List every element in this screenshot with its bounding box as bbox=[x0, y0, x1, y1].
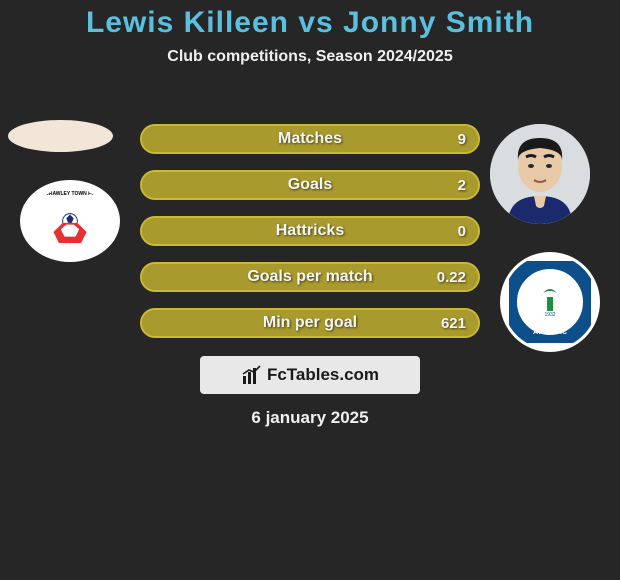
watermark: FcTables.com bbox=[200, 356, 420, 394]
watermark-text: FcTables.com bbox=[267, 365, 379, 385]
comparison-title: Lewis Killeen vs Jonny Smith bbox=[0, 0, 620, 40]
player-left-avatar bbox=[8, 120, 113, 152]
svg-text:ATHLETIC: ATHLETIC bbox=[533, 329, 567, 336]
club-left-badge: CRAWLEY TOWN FC RED DEVILS bbox=[20, 180, 120, 262]
club-right-badge: WIGAN ATHLETIC 1932 bbox=[500, 252, 600, 352]
stat-row: Goals per match0.22 bbox=[140, 262, 480, 292]
svg-text:WIGAN: WIGAN bbox=[536, 271, 564, 280]
stat-right-value: 2 bbox=[458, 172, 466, 198]
stat-row: Hattricks0 bbox=[140, 216, 480, 246]
chart-icon bbox=[241, 364, 263, 386]
club-right-crest: WIGAN ATHLETIC 1932 bbox=[509, 261, 591, 343]
stat-right-value: 0 bbox=[458, 218, 466, 244]
comparison-date: 6 january 2025 bbox=[0, 408, 620, 428]
stat-label: Goals per match bbox=[142, 264, 478, 290]
stat-row: Goals2 bbox=[140, 170, 480, 200]
stat-right-value: 9 bbox=[458, 126, 466, 152]
stat-row: Matches9 bbox=[140, 124, 480, 154]
stat-right-value: 0.22 bbox=[437, 264, 466, 290]
player-right-avatar bbox=[490, 124, 590, 224]
comparison-subtitle: Club competitions, Season 2024/2025 bbox=[0, 48, 620, 66]
stat-label: Goals bbox=[142, 172, 478, 198]
stat-right-value: 621 bbox=[441, 310, 466, 336]
stat-label: Matches bbox=[142, 126, 478, 152]
club-left-bottom-text: RED DEVILS bbox=[35, 244, 105, 249]
stats-container: Matches9Goals2Hattricks0Goals per match0… bbox=[140, 124, 480, 354]
stat-row: Min per goal621 bbox=[140, 308, 480, 338]
stat-label: Hattricks bbox=[142, 218, 478, 244]
svg-text:1932: 1932 bbox=[544, 312, 555, 318]
stat-label: Min per goal bbox=[142, 310, 478, 336]
club-left-crest: CRAWLEY TOWN FC RED DEVILS bbox=[32, 183, 108, 259]
